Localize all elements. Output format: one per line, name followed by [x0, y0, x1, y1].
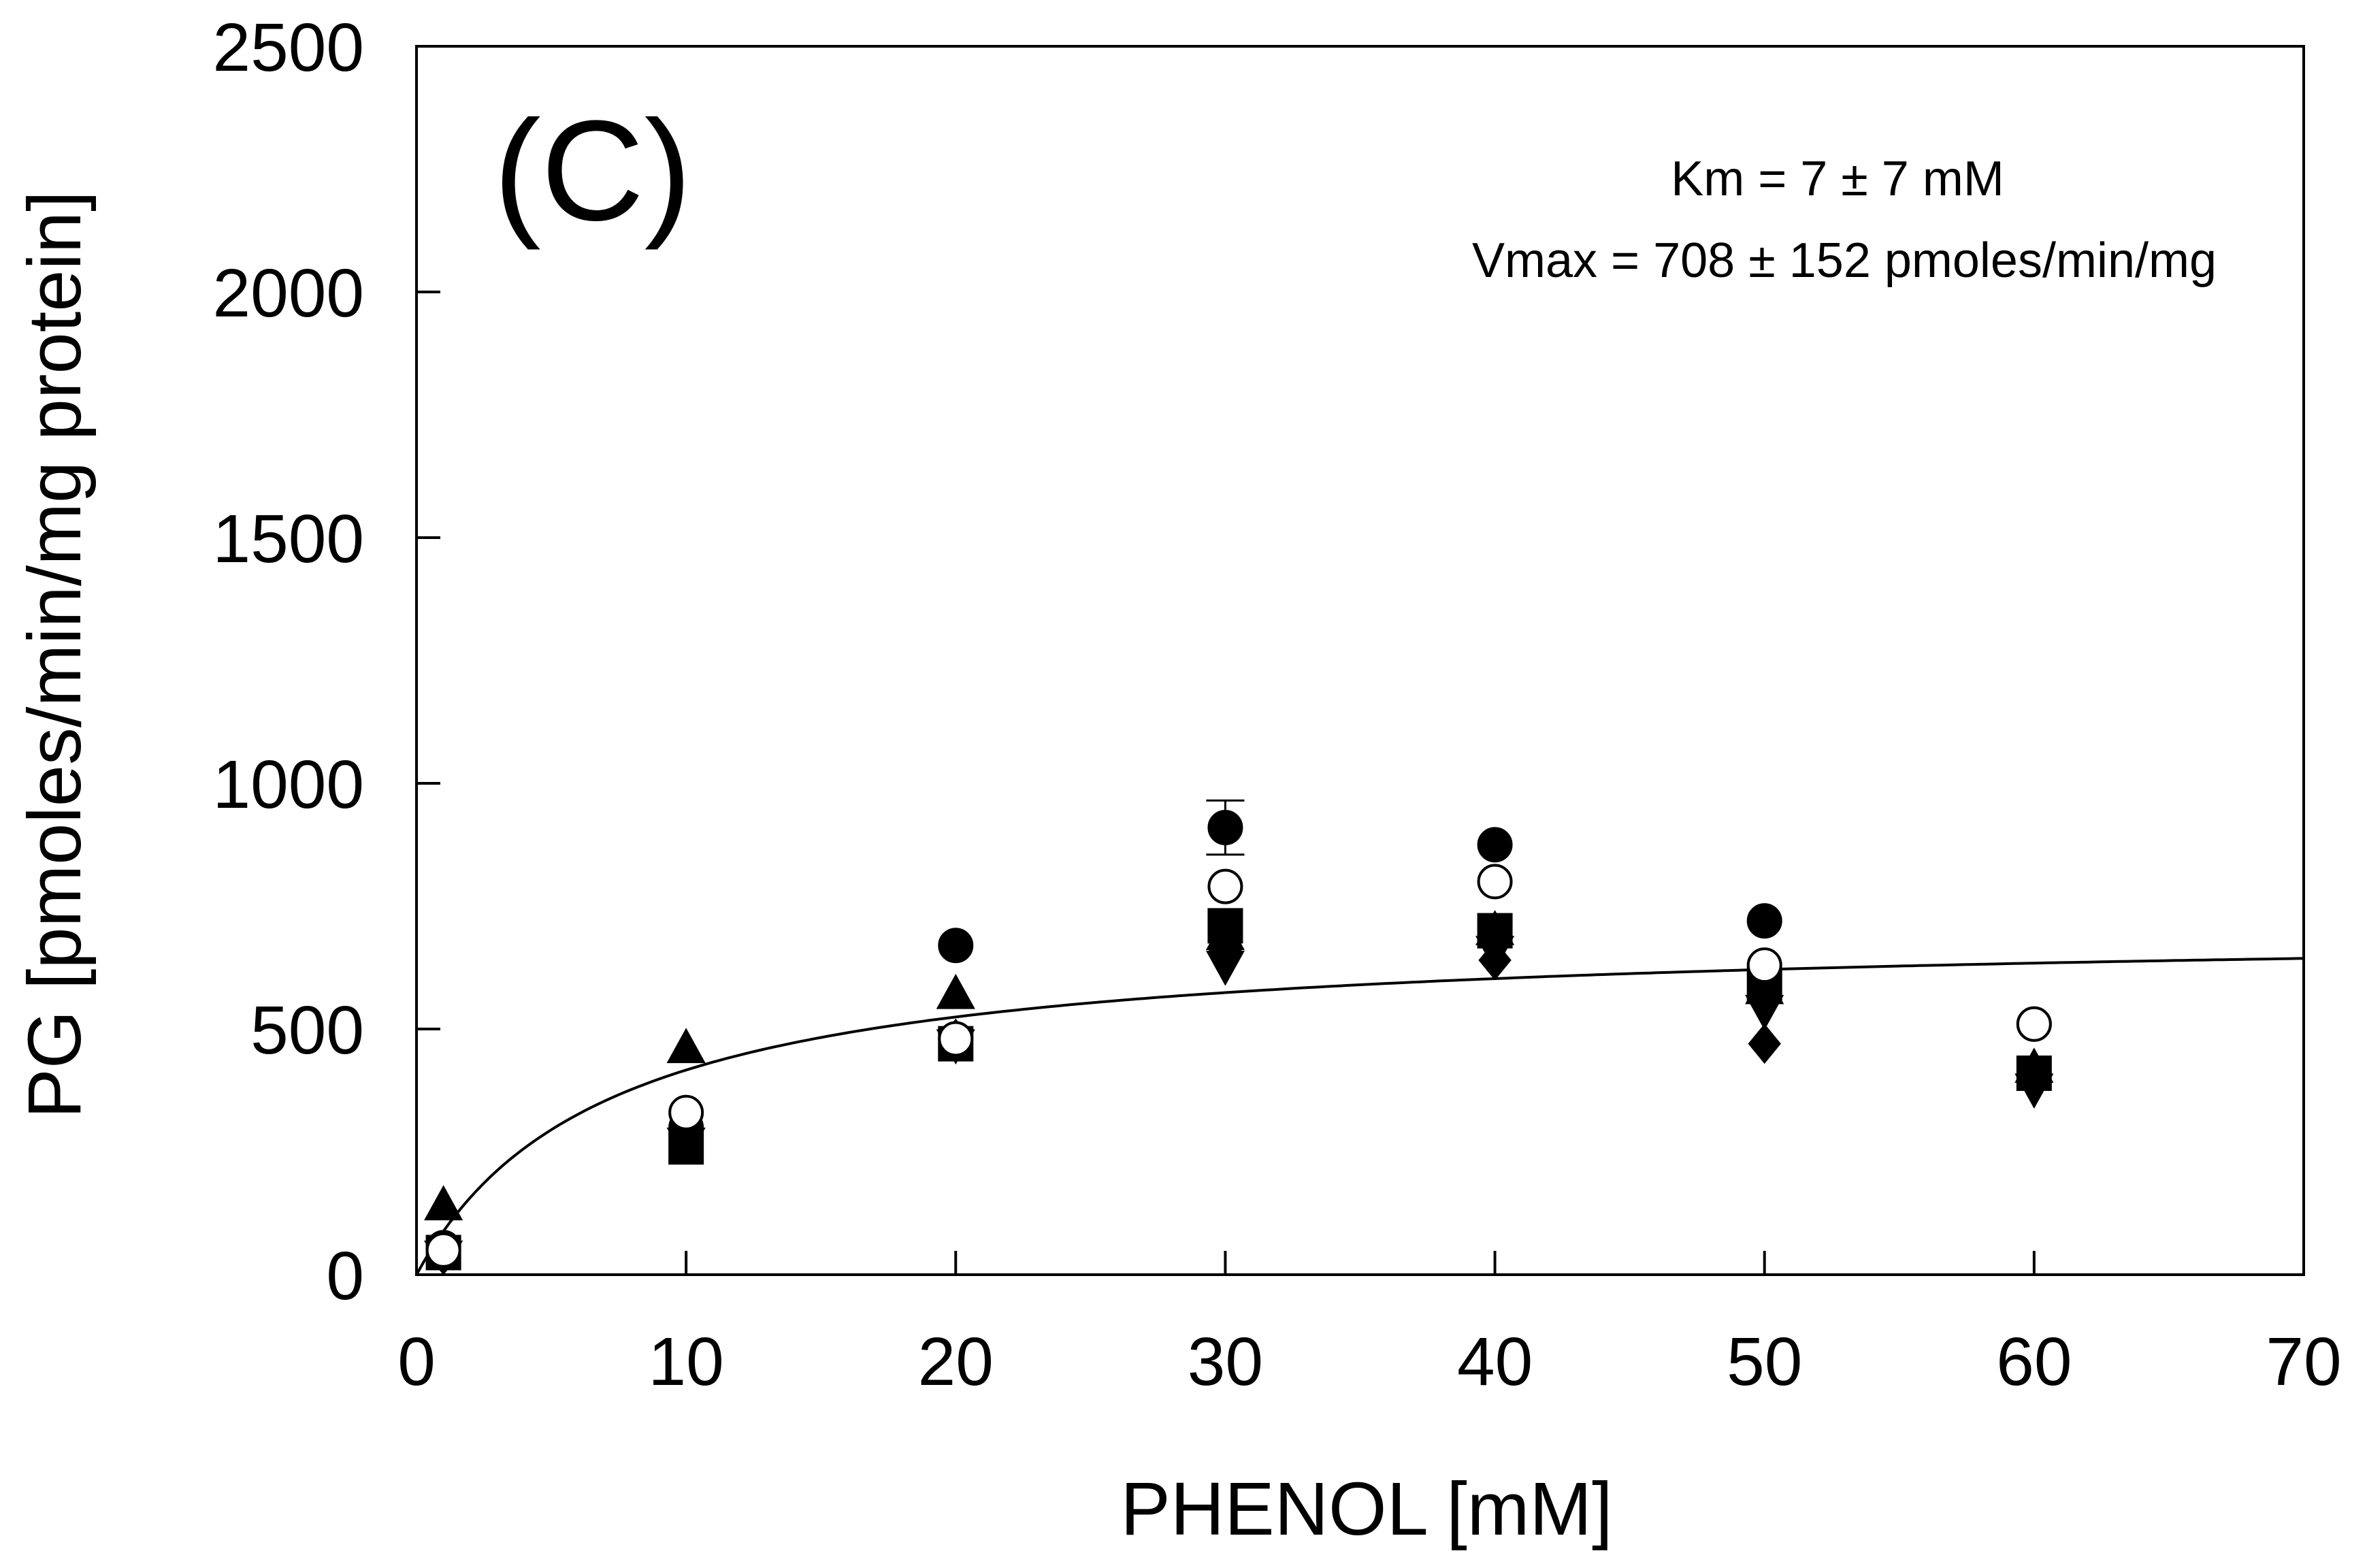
data-point-open-circle [938, 1021, 974, 1057]
data-points-layer [424, 809, 2054, 1276]
panel-label: (C) [493, 91, 692, 250]
y-tick-label: 1500 [213, 501, 364, 577]
data-point-open-circle [425, 1232, 461, 1268]
plot-frame [415, 45, 2305, 1276]
x-tick-label: 50 [1727, 1324, 1802, 1400]
data-point-filled-triangle-down [1205, 950, 1245, 986]
y-tick-label: 500 [250, 992, 364, 1068]
data-point-filled-circle [1477, 827, 1513, 863]
fit-curve-layer [415, 957, 2304, 1275]
axes-layer: 0 10 20 30 40 50 60 70 0 500 1000 1500 2000 2500 [213, 10, 2342, 1400]
data-point-open-circle [2016, 1006, 2052, 1042]
data-point-filled-triangle [1205, 915, 1245, 951]
michaelis-menten-fit-line [415, 957, 2304, 1275]
data-point-filled-triangle [2014, 1047, 2054, 1083]
x-axis-label: PHENOL [mM] [1120, 1467, 1612, 1551]
y-tick-label: 0 [326, 1238, 364, 1314]
data-point-open-circle [668, 1094, 704, 1130]
data-point-filled-circle [938, 928, 974, 964]
vmax-annotation: Vmax = 708 ± 152 pmoles/min/mg [1472, 233, 2217, 288]
data-point-filled-diamond [1748, 1024, 1781, 1064]
data-point-filled-triangle [424, 1185, 463, 1221]
data-point-open-circle [1207, 868, 1243, 904]
y-axis-label: PG [pmoles/min/mg protein] [13, 191, 97, 1118]
y-tick-label: 1000 [213, 747, 364, 823]
data-point-filled-triangle [936, 973, 975, 1009]
y-tick-label: 2500 [213, 10, 364, 86]
x-tick-label: 10 [649, 1324, 724, 1400]
x-tick-label: 20 [918, 1324, 994, 1400]
data-point-filled-triangle [1475, 910, 1515, 945]
y-tick-label: 2000 [213, 255, 364, 331]
data-point-filled-triangle [666, 1028, 706, 1064]
data-point-filled-triangle [1745, 968, 1784, 1004]
data-point-open-circle [1746, 947, 1782, 983]
x-tick-label: 30 [1188, 1324, 1263, 1400]
x-tick-label: 0 [397, 1324, 436, 1400]
data-point-open-circle [1477, 864, 1513, 900]
x-tick-label: 70 [2266, 1324, 2341, 1400]
x-tick-label: 60 [1996, 1324, 2072, 1400]
km-annotation: Km = 7 ± 7 mM [1671, 152, 2004, 206]
data-point-filled-circle [1746, 903, 1782, 939]
x-tick-label: 40 [1457, 1324, 1533, 1400]
data-point-filled-circle [1207, 809, 1243, 845]
